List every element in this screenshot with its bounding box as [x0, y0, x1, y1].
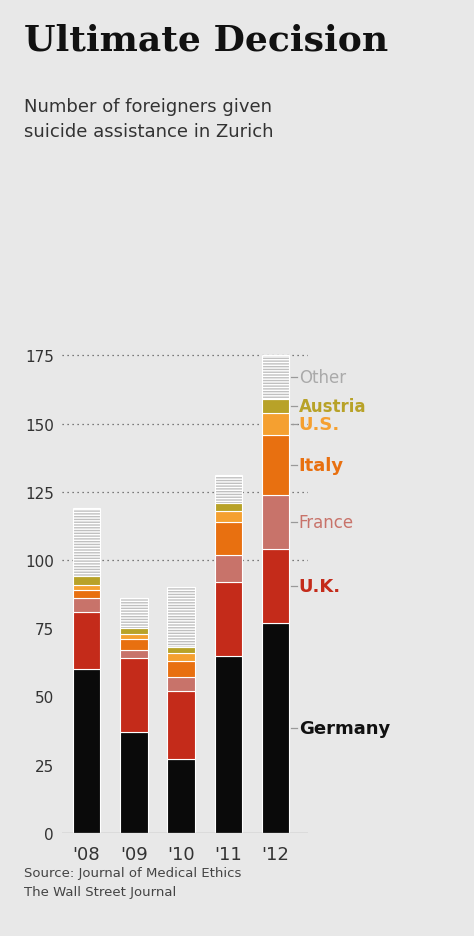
Bar [73, 591, 100, 599]
Bar [120, 629, 147, 634]
Bar [215, 504, 242, 511]
Bar [167, 678, 195, 692]
Bar [262, 623, 289, 833]
Bar [120, 599, 147, 629]
Bar [120, 732, 147, 833]
Bar [262, 356, 289, 400]
Bar [215, 522, 242, 555]
Bar [167, 653, 195, 662]
Bar [167, 692, 195, 759]
Text: U.K.: U.K. [299, 578, 341, 595]
Text: Germany: Germany [299, 719, 390, 737]
Bar [73, 612, 100, 669]
Bar [120, 639, 147, 651]
Bar [120, 634, 147, 639]
Bar [167, 588, 195, 648]
Text: France: France [299, 513, 354, 532]
Text: Austria: Austria [299, 398, 366, 416]
Text: Ultimate Decision: Ultimate Decision [24, 23, 388, 57]
Bar [215, 476, 242, 504]
Bar [262, 549, 289, 623]
Bar [120, 651, 147, 659]
Bar [120, 659, 147, 732]
Bar [167, 648, 195, 653]
Bar [73, 669, 100, 833]
Bar [262, 435, 289, 495]
Bar [262, 495, 289, 549]
Bar [167, 759, 195, 833]
Bar [215, 582, 242, 656]
Text: Number of foreigners given
suicide assistance in Zurich: Number of foreigners given suicide assis… [24, 98, 273, 140]
Bar [167, 662, 195, 678]
Text: Italy: Italy [299, 456, 344, 474]
Text: U.S.: U.S. [299, 416, 340, 433]
Bar [262, 414, 289, 435]
Bar [73, 585, 100, 591]
Text: Other: Other [299, 369, 346, 387]
Bar [215, 555, 242, 582]
Bar [262, 400, 289, 414]
Bar [215, 511, 242, 522]
Text: Source: Journal of Medical Ethics
The Wall Street Journal: Source: Journal of Medical Ethics The Wa… [24, 866, 241, 898]
Bar [215, 656, 242, 833]
Bar [73, 508, 100, 577]
Bar [73, 577, 100, 585]
Bar [73, 599, 100, 612]
